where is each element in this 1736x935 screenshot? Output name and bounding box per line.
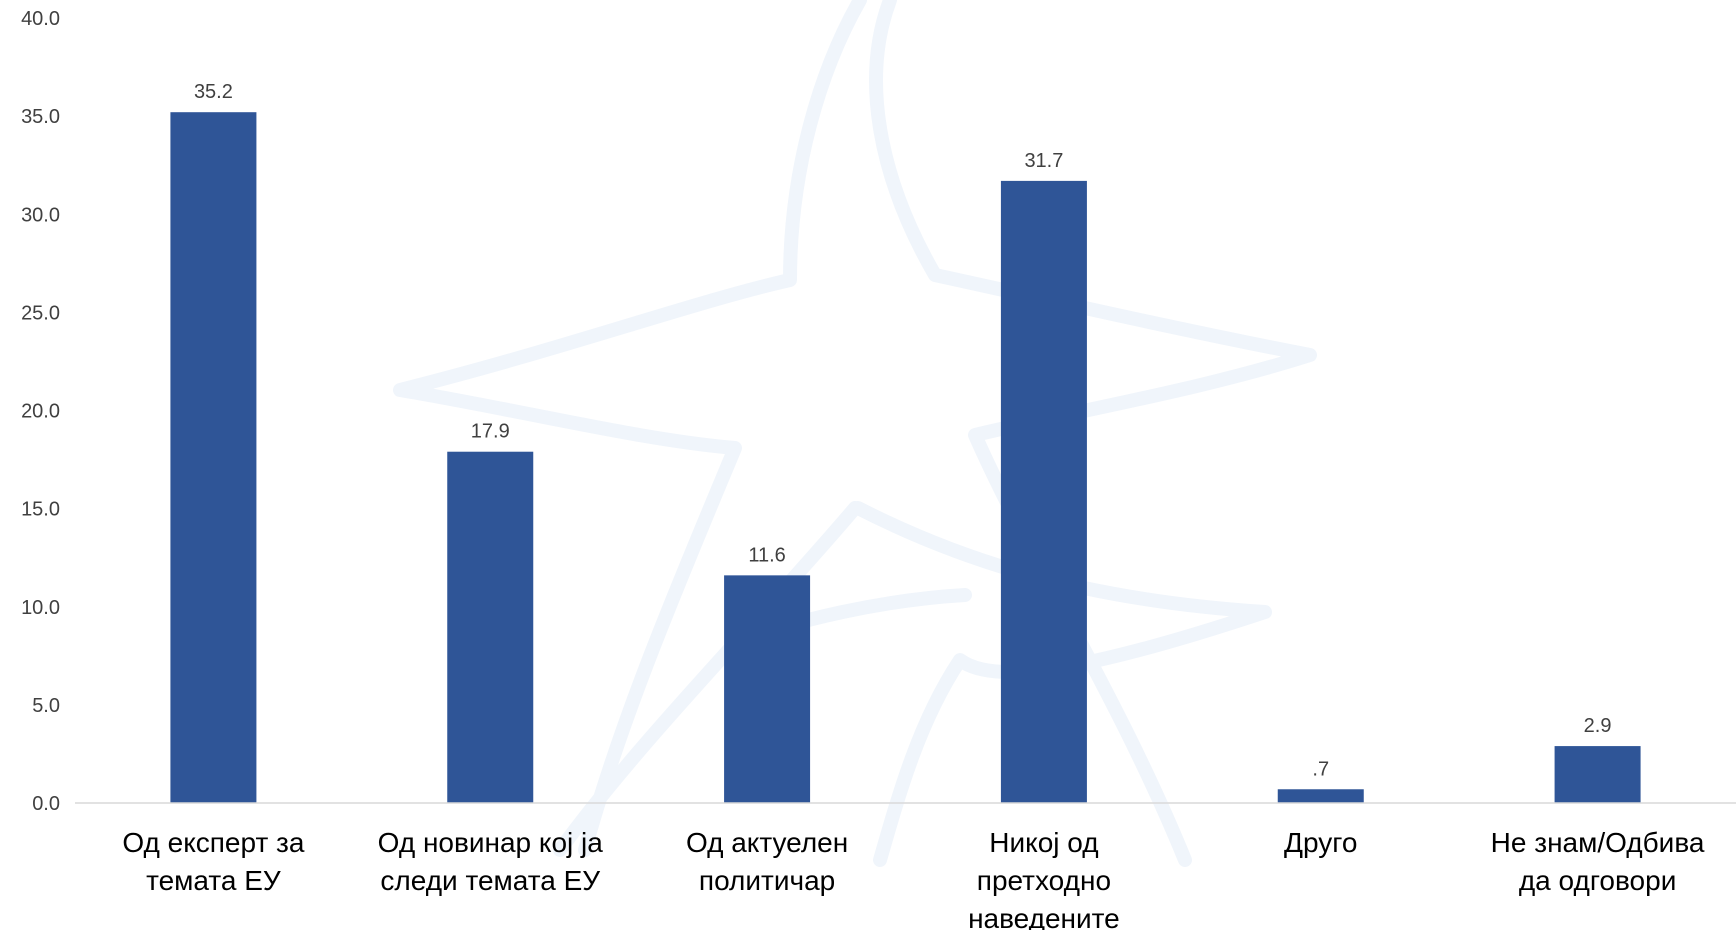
bar xyxy=(1000,180,1087,803)
x-tick-label: Од новинар кој ја xyxy=(378,827,604,858)
y-tick-label: 0.0 xyxy=(32,793,60,815)
star-watermark xyxy=(393,0,1317,867)
y-axis: 0.0 5.0 10.0 15.0 20.0 25.0 30.0 35.0 40.0 xyxy=(21,8,60,815)
x-tick-label: темата ЕУ xyxy=(146,865,281,896)
data-label: 2.9 xyxy=(1584,715,1612,737)
y-tick-label: 30.0 xyxy=(21,204,60,226)
x-tick-label: претходно xyxy=(977,865,1111,896)
data-label: 11.6 xyxy=(748,544,785,566)
y-tick-label: 40.0 xyxy=(21,8,60,30)
bar xyxy=(724,575,811,803)
bar xyxy=(170,112,257,803)
x-tick-label: Од експерт за xyxy=(122,827,305,858)
x-tick-label: Не знам/Одбива xyxy=(1491,827,1705,858)
data-label: .7 xyxy=(1312,758,1329,780)
watermark-stroke xyxy=(553,501,862,857)
x-tick-label: следи темата ЕУ xyxy=(380,865,600,896)
y-tick-label: 25.0 xyxy=(21,302,60,324)
x-tick-label: наведените xyxy=(968,903,1120,930)
x-tick-label: политичар xyxy=(699,865,835,896)
y-tick-label: 15.0 xyxy=(21,499,60,521)
y-tick-label: 10.0 xyxy=(21,597,60,619)
bar xyxy=(447,451,534,803)
x-tick-label: да одговори xyxy=(1519,865,1677,896)
data-label: 31.7 xyxy=(1024,150,1063,172)
y-tick-label: 20.0 xyxy=(21,401,60,423)
data-labels: 35.2 17.9 11.6 31.7 .7 2.9 xyxy=(194,81,1612,780)
watermark-stroke xyxy=(393,0,867,857)
bar xyxy=(1277,789,1364,803)
bars xyxy=(170,112,1641,803)
y-tick-label: 35.0 xyxy=(21,106,60,128)
data-label: 17.9 xyxy=(471,421,510,443)
y-tick-label: 5.0 xyxy=(32,695,60,717)
x-axis: Од експерт за темата ЕУ Од новинар кој ја с… xyxy=(75,802,1736,934)
x-tick-label: Друго xyxy=(1284,827,1357,858)
data-label: 35.2 xyxy=(194,81,233,103)
x-tick-label: Никој од xyxy=(989,827,1098,858)
bar xyxy=(1554,746,1641,803)
watermark-stroke xyxy=(869,0,1317,867)
x-tick-label: Од актуелен xyxy=(686,827,848,858)
